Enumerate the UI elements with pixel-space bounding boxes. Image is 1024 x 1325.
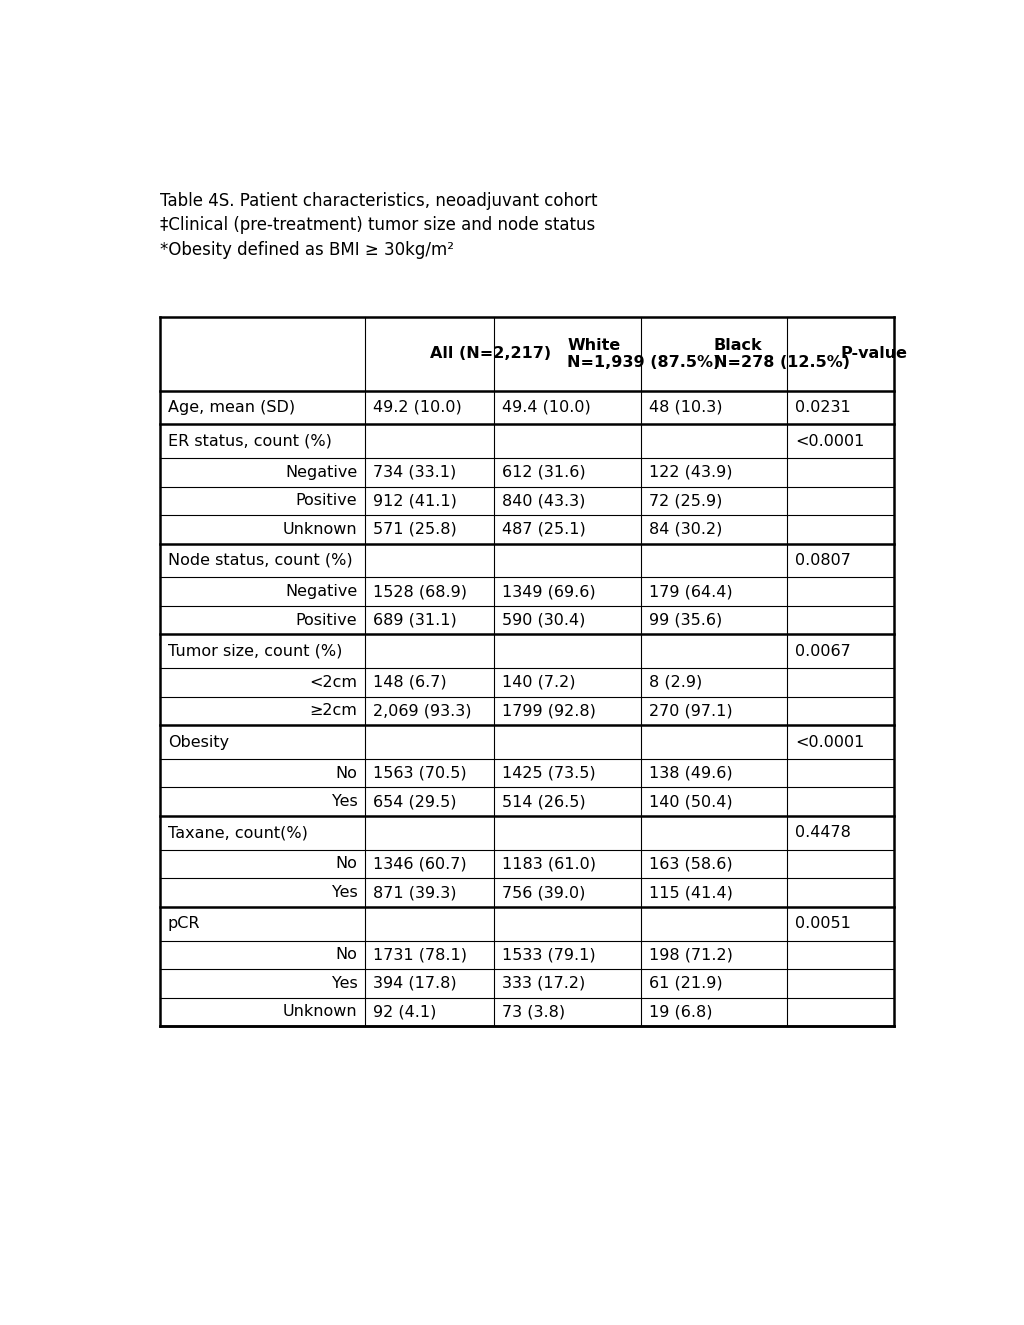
Text: 0.0231: 0.0231 [796,400,851,415]
Text: 1528 (68.9): 1528 (68.9) [373,584,467,599]
Text: 514 (26.5): 514 (26.5) [502,794,586,810]
Text: No: No [336,856,357,872]
Text: ER status, count (%): ER status, count (%) [168,433,332,449]
Text: 8 (2.9): 8 (2.9) [648,674,701,690]
Text: Negative: Negative [285,465,357,480]
Text: 1346 (60.7): 1346 (60.7) [373,856,467,872]
Text: Positive: Positive [296,612,357,628]
Text: Positive: Positive [296,493,357,509]
Text: 61 (21.9): 61 (21.9) [648,975,722,991]
Text: Age, mean (SD): Age, mean (SD) [168,400,295,415]
Text: <2cm: <2cm [309,674,357,690]
Text: Unknown: Unknown [283,1004,357,1019]
Text: Yes: Yes [332,885,357,900]
Text: 1533 (79.1): 1533 (79.1) [502,947,595,962]
Text: 140 (7.2): 140 (7.2) [502,674,575,690]
Text: Table 4S. Patient characteristics, neoadjuvant cohort: Table 4S. Patient characteristics, neoad… [160,192,597,209]
Text: 871 (39.3): 871 (39.3) [373,885,457,900]
Text: 612 (31.6): 612 (31.6) [502,465,586,480]
Text: Yes: Yes [332,794,357,810]
Text: No: No [336,947,357,962]
Text: 140 (50.4): 140 (50.4) [648,794,732,810]
Text: ≥2cm: ≥2cm [309,704,357,718]
Text: All (N=2,217): All (N=2,217) [429,346,551,362]
Text: 48 (10.3): 48 (10.3) [648,400,722,415]
Text: *Obesity defined as BMI ≥ 30kg/m²: *Obesity defined as BMI ≥ 30kg/m² [160,241,454,258]
Text: 1183 (61.0): 1183 (61.0) [502,856,596,872]
Text: 1349 (69.6): 1349 (69.6) [502,584,595,599]
Text: 487 (25.1): 487 (25.1) [502,522,586,537]
Text: 148 (6.7): 148 (6.7) [373,674,446,690]
Text: 138 (49.6): 138 (49.6) [648,766,732,780]
Text: 115 (41.4): 115 (41.4) [648,885,732,900]
Text: 270 (97.1): 270 (97.1) [648,704,732,718]
Text: P-value: P-value [841,346,907,362]
Text: 179 (64.4): 179 (64.4) [648,584,732,599]
Text: pCR: pCR [168,916,200,931]
Text: ‡Clinical (pre-treatment) tumor size and node status: ‡Clinical (pre-treatment) tumor size and… [160,216,595,235]
Text: 1731 (78.1): 1731 (78.1) [373,947,467,962]
Text: 0.4478: 0.4478 [796,825,851,840]
Text: White
N=1,939 (87.5%): White N=1,939 (87.5%) [567,338,721,370]
Text: 1799 (92.8): 1799 (92.8) [502,704,596,718]
Text: Obesity: Obesity [168,734,228,750]
Text: 590 (30.4): 590 (30.4) [502,612,585,628]
Text: 49.2 (10.0): 49.2 (10.0) [373,400,462,415]
Text: 1425 (73.5): 1425 (73.5) [502,766,595,780]
Text: 122 (43.9): 122 (43.9) [648,465,732,480]
Text: 92 (4.1): 92 (4.1) [373,1004,436,1019]
Text: 73 (3.8): 73 (3.8) [502,1004,565,1019]
Text: 689 (31.1): 689 (31.1) [373,612,457,628]
Text: No: No [336,766,357,780]
Text: <0.0001: <0.0001 [796,433,864,449]
Text: 84 (30.2): 84 (30.2) [648,522,722,537]
Text: 654 (29.5): 654 (29.5) [373,794,457,810]
Text: <0.0001: <0.0001 [796,734,864,750]
Text: Tumor size, count (%): Tumor size, count (%) [168,644,342,659]
Text: 734 (33.1): 734 (33.1) [373,465,457,480]
Text: 0.0807: 0.0807 [796,553,851,568]
Text: 72 (25.9): 72 (25.9) [648,493,722,509]
Text: 912 (41.1): 912 (41.1) [373,493,457,509]
Text: Negative: Negative [285,584,357,599]
Text: 49.4 (10.0): 49.4 (10.0) [502,400,591,415]
Text: 198 (71.2): 198 (71.2) [648,947,732,962]
Text: 571 (25.8): 571 (25.8) [373,522,457,537]
Text: 0.0067: 0.0067 [796,644,851,659]
Text: 394 (17.8): 394 (17.8) [373,975,457,991]
Text: 756 (39.0): 756 (39.0) [502,885,585,900]
Text: Unknown: Unknown [283,522,357,537]
Text: Taxane, count(%): Taxane, count(%) [168,825,307,840]
Text: Yes: Yes [332,975,357,991]
Text: 840 (43.3): 840 (43.3) [502,493,585,509]
Text: 163 (58.6): 163 (58.6) [648,856,732,872]
Text: 333 (17.2): 333 (17.2) [502,975,585,991]
Text: Node status, count (%): Node status, count (%) [168,553,352,568]
Text: 1563 (70.5): 1563 (70.5) [373,766,467,780]
Text: 0.0051: 0.0051 [796,916,851,931]
Text: 2,069 (93.3): 2,069 (93.3) [373,704,472,718]
Text: 99 (35.6): 99 (35.6) [648,612,722,628]
Text: 19 (6.8): 19 (6.8) [648,1004,712,1019]
Text: Black
N=278 (12.5%): Black N=278 (12.5%) [714,338,850,370]
